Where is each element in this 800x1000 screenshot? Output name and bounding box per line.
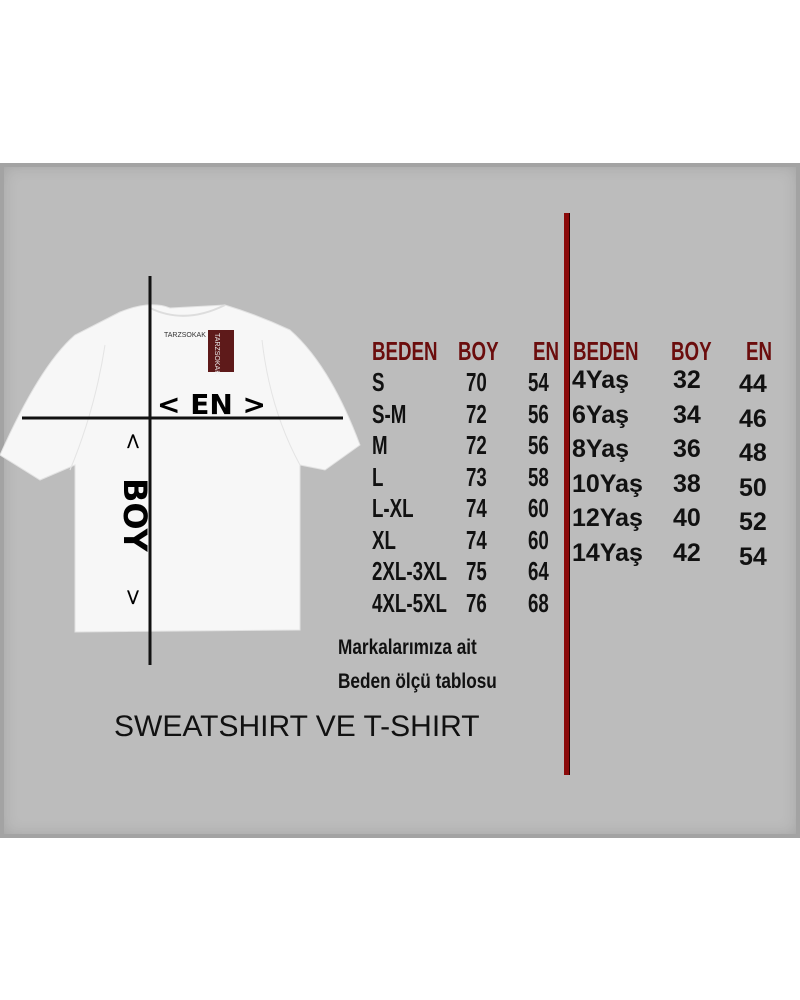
length-cell: 70 xyxy=(466,367,487,397)
header-boy: BOY xyxy=(671,336,712,366)
width-cell: 56 xyxy=(528,430,549,460)
size-cell: 2XL-3XL xyxy=(372,556,447,586)
width-cell: 60 xyxy=(528,493,549,523)
length-cell: 72 xyxy=(466,398,487,429)
width-cell: 52 xyxy=(739,508,767,536)
size-cell: XL xyxy=(372,524,396,555)
header-en: EN xyxy=(746,336,773,366)
footer-title: SWEATSHIRT VE T-SHIRT xyxy=(114,710,480,743)
divider-line xyxy=(564,213,569,775)
length-cell: 42 xyxy=(673,538,701,567)
width-cell: 54 xyxy=(528,367,549,397)
length-cell: 36 xyxy=(673,435,701,463)
length-cell: 40 xyxy=(673,504,701,532)
length-arrow-top: < xyxy=(120,432,145,450)
size-cell: 6Yaş xyxy=(572,400,630,429)
hang-tag-label: TARZSOKAK xyxy=(213,333,220,375)
width-cell: 68 xyxy=(528,587,549,618)
size-cell: L xyxy=(372,461,384,492)
size-cell: 10Yaş xyxy=(572,469,643,498)
note-line-2: Beden ölçü tablosu xyxy=(338,670,497,693)
size-cell: M xyxy=(372,430,388,460)
length-cell: 74 xyxy=(466,524,487,555)
length-cell: 75 xyxy=(466,556,487,586)
width-label: < EN > xyxy=(157,388,266,421)
size-cell: S xyxy=(372,367,385,397)
width-cell: 60 xyxy=(528,524,549,555)
length-cell: 32 xyxy=(673,366,701,394)
size-cell: 12Yaş xyxy=(572,504,643,532)
brand-label: TARZSOKAK xyxy=(164,332,206,339)
length-cell: 38 xyxy=(673,469,701,498)
size-cell: 14Yaş xyxy=(572,538,643,567)
width-cell: 50 xyxy=(739,473,767,502)
width-cell: 54 xyxy=(739,542,767,571)
size-cell: 4XL-5XL xyxy=(372,587,447,618)
header-beden: BEDEN xyxy=(573,336,639,366)
length-cell: 76 xyxy=(466,587,487,618)
size-cell: L-XL xyxy=(372,493,414,523)
header-boy: BOY xyxy=(458,336,499,366)
length-cell: 34 xyxy=(673,400,701,429)
header-beden: BEDEN xyxy=(372,336,438,366)
width-cell: 48 xyxy=(739,439,767,467)
length-cell: 72 xyxy=(466,430,487,460)
note-line-1: Markalarımıza ait xyxy=(338,636,477,659)
width-cell: 58 xyxy=(528,461,549,492)
width-cell: 44 xyxy=(739,370,767,398)
width-cell: 56 xyxy=(528,398,549,429)
length-label: BOY xyxy=(116,478,154,552)
size-cell: 4Yaş xyxy=(572,366,630,394)
width-cell: 46 xyxy=(739,404,767,433)
length-cell: 73 xyxy=(466,461,487,492)
size-cell: 8Yaş xyxy=(572,435,630,463)
tshirt-illustration: TARZSOKAK TARZSOKAK < EN > < BOY > xyxy=(0,276,361,665)
length-cell: 74 xyxy=(466,493,487,523)
header-en: EN xyxy=(533,336,560,366)
hang-tag xyxy=(208,330,234,372)
length-arrow-bottom: > xyxy=(120,588,145,606)
width-cell: 64 xyxy=(528,556,549,586)
size-cell: S-M xyxy=(372,398,407,429)
